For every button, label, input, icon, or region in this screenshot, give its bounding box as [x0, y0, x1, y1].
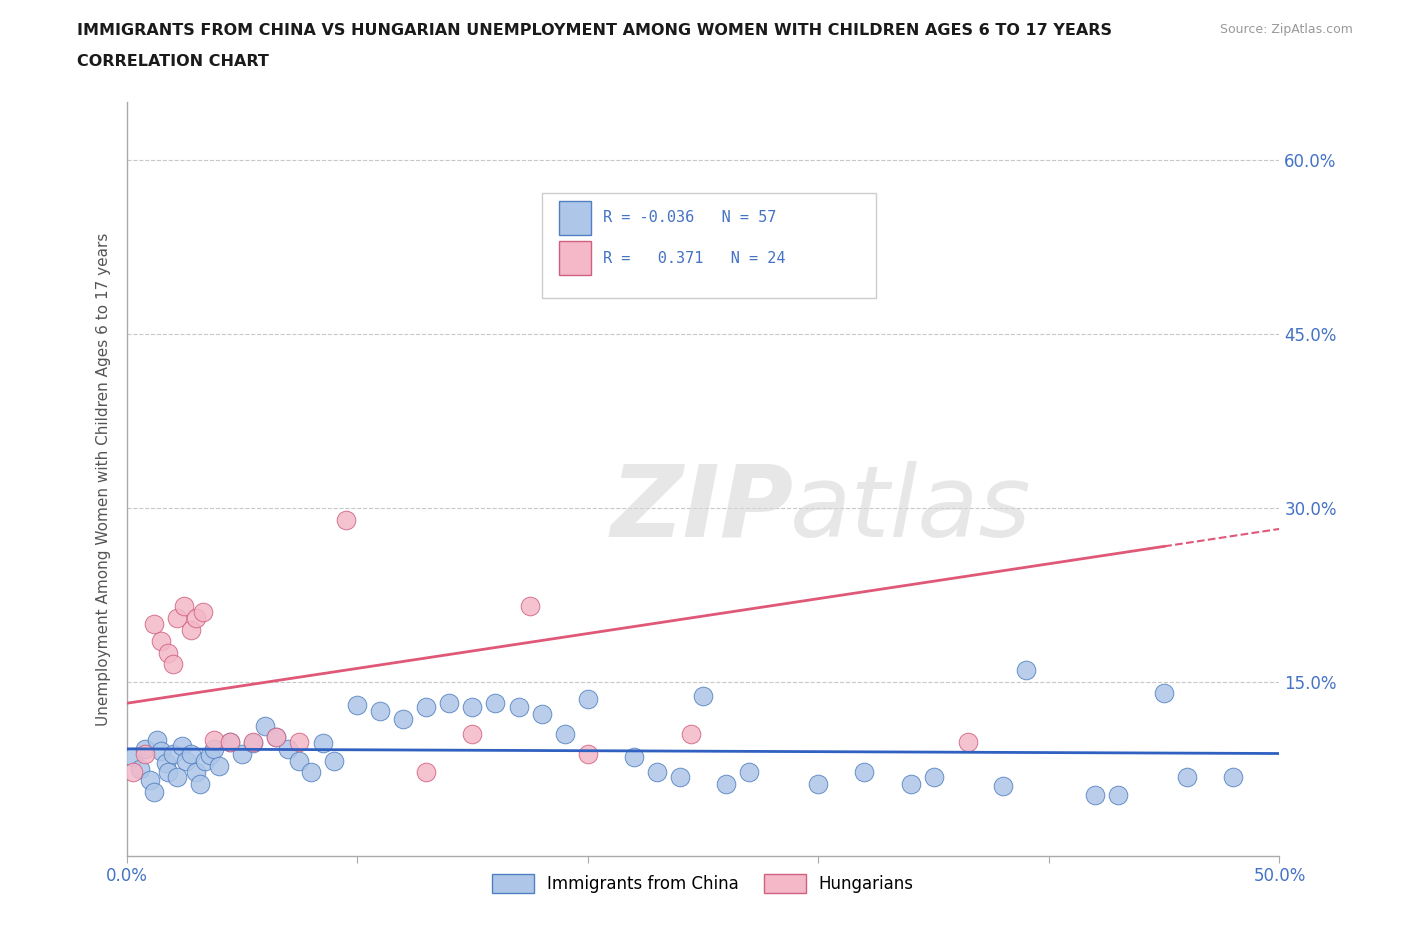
Point [335, 512, 357, 527]
Point [1107, 788, 1129, 803]
Text: ZIP: ZIP [610, 460, 794, 558]
Point [138, 773, 160, 788]
Point [439, 696, 461, 711]
Point [122, 764, 145, 779]
Point [188, 777, 211, 791]
Point [288, 753, 311, 768]
Point [162, 657, 184, 671]
Point [346, 698, 368, 712]
Point [576, 746, 599, 761]
Point [853, 764, 876, 779]
Point [461, 699, 484, 714]
Point [170, 738, 193, 753]
Point [194, 753, 217, 768]
Text: R = -0.036   N = 57: R = -0.036 N = 57 [603, 210, 776, 225]
Point [150, 744, 173, 759]
Point [957, 735, 980, 750]
Point [180, 746, 202, 761]
Point [368, 703, 391, 718]
Point [202, 732, 225, 747]
Point [922, 769, 945, 784]
Point [166, 769, 188, 784]
Point [184, 764, 207, 779]
Point [623, 750, 645, 764]
Point [253, 718, 276, 733]
Point [266, 730, 288, 745]
Point [415, 764, 437, 779]
Point [176, 753, 198, 768]
Point [299, 764, 322, 779]
Point [392, 711, 415, 726]
Point [1222, 769, 1244, 784]
Point [143, 617, 166, 631]
Point [714, 777, 737, 791]
Point [150, 633, 173, 648]
Point [1175, 769, 1198, 784]
Point [157, 764, 180, 779]
Point [198, 748, 221, 763]
Point [219, 735, 242, 750]
Point [242, 736, 264, 751]
Point [277, 741, 299, 756]
Point [173, 599, 195, 614]
Text: CORRELATION CHART: CORRELATION CHART [77, 54, 269, 69]
Y-axis label: Unemployment Among Women with Children Ages 6 to 17 years: Unemployment Among Women with Children A… [96, 232, 111, 725]
Point [288, 735, 311, 750]
Text: Source: ZipAtlas.com: Source: ZipAtlas.com [1219, 23, 1353, 36]
Point [530, 707, 553, 722]
Point [219, 735, 242, 750]
Point [155, 755, 177, 770]
Point [129, 762, 152, 777]
Point [134, 741, 156, 756]
Point [184, 611, 207, 626]
Text: IMMIGRANTS FROM CHINA VS HUNGARIAN UNEMPLOYMENT AMONG WOMEN WITH CHILDREN AGES 6: IMMIGRANTS FROM CHINA VS HUNGARIAN UNEMP… [77, 23, 1112, 38]
Point [554, 726, 576, 741]
Point [143, 784, 166, 799]
Point [681, 726, 703, 741]
Point [323, 753, 346, 768]
Point [991, 778, 1014, 793]
Point [576, 692, 599, 707]
Point [166, 611, 188, 626]
Point [202, 741, 225, 756]
Point [807, 777, 830, 791]
Point [311, 736, 333, 751]
Point [669, 769, 692, 784]
Point [461, 726, 484, 741]
Point [191, 604, 214, 619]
Point [242, 735, 264, 750]
Bar [560, 241, 591, 275]
Point [1015, 663, 1038, 678]
Point [157, 645, 180, 660]
Point [231, 746, 253, 761]
Point [1361, 280, 1384, 295]
Point [692, 688, 714, 703]
Point [508, 699, 530, 714]
Point [738, 764, 761, 779]
Point [162, 746, 184, 761]
Legend: Immigrants from China, Hungarians: Immigrants from China, Hungarians [485, 868, 921, 900]
Point [484, 696, 506, 711]
Point [134, 746, 156, 761]
Bar [560, 201, 591, 234]
Point [519, 599, 541, 614]
Point [122, 750, 145, 764]
Point [415, 699, 437, 714]
Point [180, 622, 202, 637]
Point [900, 777, 922, 791]
FancyBboxPatch shape [541, 193, 876, 299]
Point [645, 764, 668, 779]
Point [145, 732, 167, 747]
Point [1084, 788, 1107, 803]
Point [1153, 686, 1175, 701]
Text: atlas: atlas [790, 460, 1031, 558]
Text: R =   0.371   N = 24: R = 0.371 N = 24 [603, 251, 785, 266]
Point [208, 759, 231, 774]
Point [266, 730, 288, 745]
